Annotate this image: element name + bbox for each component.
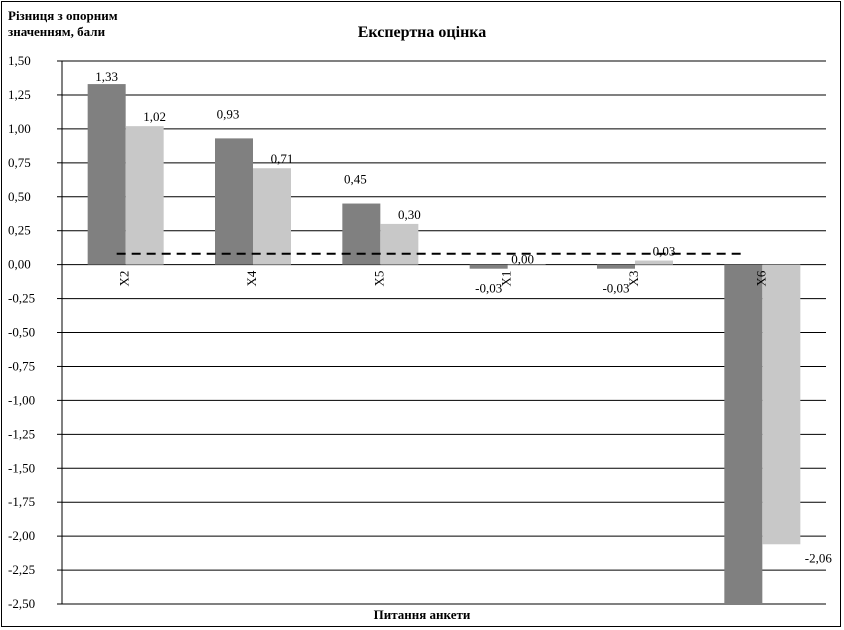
y-tick-label: -1,50 xyxy=(8,460,35,475)
data-label: 0,00 xyxy=(511,252,534,267)
y-tick-label: -2,50 xyxy=(8,596,35,611)
y-tick-label: 1,00 xyxy=(8,121,31,136)
data-label: 0,71 xyxy=(271,151,294,166)
bar-X2-series-2 xyxy=(125,126,164,265)
data-label: 1,33 xyxy=(95,69,118,84)
bar-X3-series-1 xyxy=(597,264,635,269)
bar-X5-series-1 xyxy=(342,203,381,265)
data-label: 0,93 xyxy=(217,106,240,121)
bar-X6-series-2 xyxy=(762,264,801,545)
y-tick-label: 0,00 xyxy=(8,257,31,272)
y-tick-label: -0,50 xyxy=(8,325,35,340)
y-tick-label: -1,00 xyxy=(8,392,35,407)
bar-X4-series-2 xyxy=(253,168,291,265)
y-tick-label: 0,25 xyxy=(8,223,31,238)
data-label: -0,03 xyxy=(602,281,629,296)
x-axis-title: Питання анкети xyxy=(373,607,471,622)
bar-X2-series-1 xyxy=(87,84,126,265)
data-label: -2,06 xyxy=(805,550,833,565)
chart-title: Експертна оцінка xyxy=(357,24,487,41)
bar-X3-series-2 xyxy=(635,260,673,265)
y-tick-label: -1,75 xyxy=(8,494,35,509)
y-tick-label: 1,50 xyxy=(8,53,31,68)
data-label: 0,45 xyxy=(344,172,367,187)
bar-X6-series-1 xyxy=(724,264,763,604)
x-tick-label-X4: X4 xyxy=(244,270,259,286)
bar-X5-series-2 xyxy=(380,223,419,265)
y-tick-label: -2,25 xyxy=(8,562,35,577)
y-axis-title: Різниця з опорним значенням, бали xyxy=(8,8,118,39)
data-label: 1,02 xyxy=(143,109,166,124)
x-tick-label-X2: X2 xyxy=(117,271,132,287)
x-tick-label-X5: X5 xyxy=(371,271,386,287)
bar-X1-series-1 xyxy=(469,264,508,269)
y-tick-label: 0,75 xyxy=(8,155,31,170)
x-tick-label-X1: X1 xyxy=(499,271,514,287)
y-tick-label: 0,50 xyxy=(8,189,31,204)
bar-X4-series-1 xyxy=(215,138,253,265)
data-label: -0,03 xyxy=(475,281,502,296)
y-tick-label: -0,75 xyxy=(8,358,35,373)
x-tick-label-X3: X3 xyxy=(626,271,641,287)
y-tick-label: -2,00 xyxy=(8,528,35,543)
y-tick-label: -0,25 xyxy=(8,291,35,306)
bar-X1-series-2 xyxy=(507,264,546,266)
x-tick-label-X6: X6 xyxy=(753,270,768,286)
y-tick-label: 1,25 xyxy=(8,87,31,102)
data-label: 0,03 xyxy=(653,244,676,259)
data-label: 0,30 xyxy=(398,207,421,222)
y-tick-label: -1,25 xyxy=(8,426,35,441)
